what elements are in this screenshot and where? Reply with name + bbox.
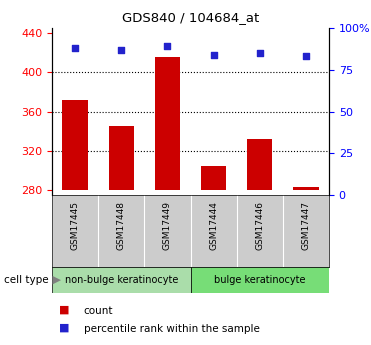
- Text: GSM17446: GSM17446: [255, 201, 264, 250]
- Bar: [155, 58, 180, 190]
- Bar: [62, 100, 88, 190]
- Bar: [190, 267, 329, 293]
- Text: count: count: [83, 306, 113, 316]
- Text: GSM17448: GSM17448: [117, 201, 126, 250]
- Bar: [201, 166, 226, 190]
- Text: ■: ■: [59, 304, 70, 314]
- Text: GSM17444: GSM17444: [209, 201, 218, 250]
- Point: [118, 47, 124, 52]
- Text: cell type: cell type: [4, 275, 48, 285]
- Text: GSM17447: GSM17447: [301, 201, 311, 250]
- Text: ▶: ▶: [49, 275, 61, 285]
- Text: bulge keratinocyte: bulge keratinocyte: [214, 275, 305, 285]
- Text: GSM17445: GSM17445: [70, 201, 80, 250]
- Text: percentile rank within the sample: percentile rank within the sample: [83, 324, 259, 334]
- Text: GSM17449: GSM17449: [163, 201, 172, 250]
- Bar: [109, 126, 134, 190]
- Point: [257, 50, 263, 56]
- Title: GDS840 / 104684_at: GDS840 / 104684_at: [122, 11, 259, 24]
- Text: non-bulge keratinocyte: non-bulge keratinocyte: [65, 275, 178, 285]
- Bar: [52, 267, 190, 293]
- Text: ■: ■: [59, 322, 70, 332]
- Bar: [293, 187, 319, 190]
- Point: [72, 45, 78, 51]
- Point: [164, 43, 170, 49]
- Point: [211, 52, 217, 58]
- Bar: [247, 139, 272, 190]
- Point: [303, 53, 309, 59]
